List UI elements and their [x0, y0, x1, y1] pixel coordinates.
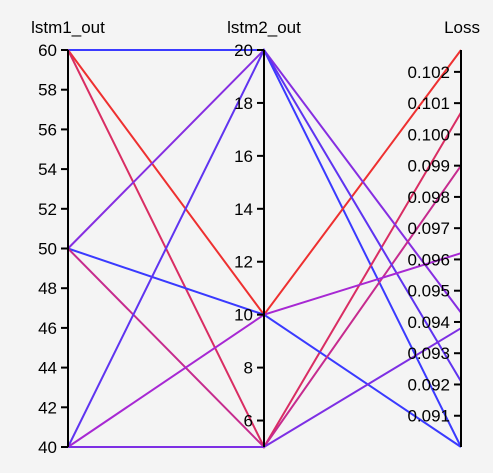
- axis-title: lstm2_out: [227, 18, 301, 37]
- tick-label: 0.093: [407, 344, 450, 363]
- tick-label: 44: [38, 359, 57, 378]
- tick-label: 54: [38, 160, 57, 179]
- tick-label: 0.099: [407, 157, 450, 176]
- tick-label: 0.094: [407, 313, 450, 332]
- tick-label: 8: [244, 359, 253, 378]
- tick-label: 40: [38, 438, 57, 457]
- tick-label: 0.098: [407, 188, 450, 207]
- tick-label: 56: [38, 120, 57, 139]
- tick-label: 14: [234, 200, 253, 219]
- axis-lstm1-out: lstm1_out 40 42 44 46 48 50 52 54 56 58 60: [31, 18, 105, 457]
- tick-label: 0.100: [407, 125, 450, 144]
- tick-label: 50: [38, 240, 57, 259]
- tick-label: 42: [38, 398, 57, 417]
- tick-label: 6: [244, 412, 253, 431]
- tick-label: 20: [234, 41, 253, 60]
- axis-title: lstm1_out: [31, 18, 105, 37]
- tick-label: 60: [38, 41, 57, 60]
- axis-loss: Loss 0.091 0.092 0.093 0.094 0.095 0.096 0.097 0…: [407, 18, 480, 447]
- tick-label: 0.097: [407, 219, 450, 238]
- tick-label: 48: [38, 279, 57, 298]
- tick-label: 10: [234, 306, 253, 325]
- tick-label: 16: [234, 147, 253, 166]
- tick-label: 0.095: [407, 282, 450, 301]
- tick-label: 46: [38, 319, 57, 338]
- tick-label: 58: [38, 81, 57, 100]
- tick-label: 12: [234, 253, 253, 272]
- tick-label: 0.096: [407, 250, 450, 269]
- axis-lstm2-out: lstm2_out 6 8 10 12 14 16 18 20: [227, 18, 301, 447]
- tick-label: 0.102: [407, 63, 450, 82]
- tick-label: 0.101: [407, 94, 450, 113]
- axis-title: Loss: [444, 18, 480, 37]
- axes: lstm1_out 40 42 44 46 48 50 52 54 56 58 60 lstm2_out…: [31, 18, 480, 457]
- tick-label: 18: [234, 94, 253, 113]
- tick-label: 52: [38, 200, 57, 219]
- tick-label: 0.091: [407, 407, 450, 426]
- tick-label: 0.092: [407, 375, 450, 394]
